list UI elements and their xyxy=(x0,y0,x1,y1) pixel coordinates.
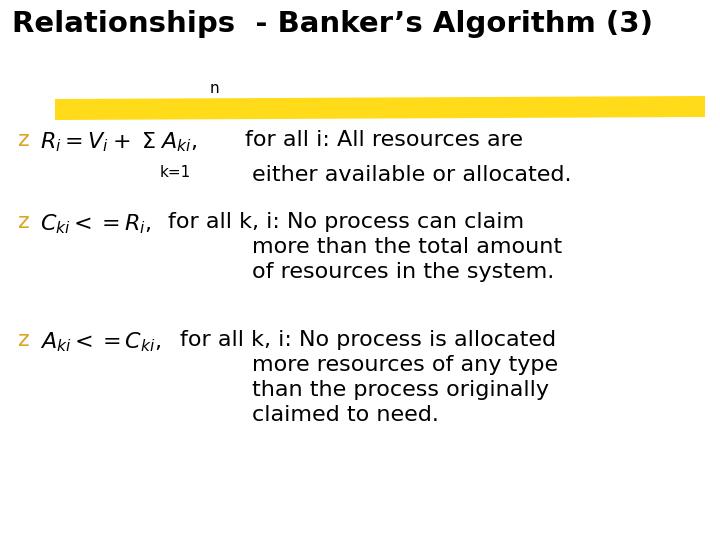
Text: for all k, i: No process is allocated: for all k, i: No process is allocated xyxy=(180,330,556,350)
Text: $C_{ki} <= R_i,$: $C_{ki} <= R_i,$ xyxy=(40,212,151,235)
Text: than the process originally: than the process originally xyxy=(252,380,549,400)
Text: either available or allocated.: either available or allocated. xyxy=(252,165,572,185)
Text: z: z xyxy=(18,330,30,350)
Text: k=1: k=1 xyxy=(160,165,192,180)
Text: more than the total amount: more than the total amount xyxy=(252,237,562,257)
Text: z: z xyxy=(18,130,30,150)
Text: $A_{ki} <= C_{ki},$: $A_{ki} <= C_{ki},$ xyxy=(40,330,161,354)
Text: Relationships  - Banker’s Algorithm (3): Relationships - Banker’s Algorithm (3) xyxy=(12,10,653,38)
Text: $R_i = V_i +\;  \Sigma\; A_{ki},$: $R_i = V_i +\; \Sigma\; A_{ki},$ xyxy=(40,130,197,153)
Text: claimed to need.: claimed to need. xyxy=(252,405,439,425)
Text: for all i: All resources are: for all i: All resources are xyxy=(245,130,523,150)
Polygon shape xyxy=(55,96,705,120)
Text: n: n xyxy=(210,81,220,96)
Text: z: z xyxy=(18,212,30,232)
Text: more resources of any type: more resources of any type xyxy=(252,355,558,375)
Text: for all k, i: No process can claim: for all k, i: No process can claim xyxy=(168,212,524,232)
Text: of resources in the system.: of resources in the system. xyxy=(252,262,554,282)
